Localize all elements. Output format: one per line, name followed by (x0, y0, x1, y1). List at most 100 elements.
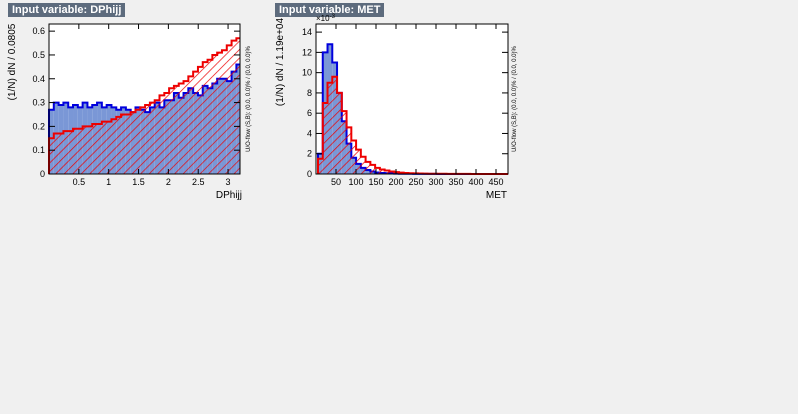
xtick-label-0-4: 2.5 (192, 177, 205, 187)
xtick-label-1-7: 400 (468, 177, 483, 187)
ytick-label-1-6: 12 (302, 47, 312, 57)
background-outline-0 (48, 37, 240, 174)
background-bin-0-14 (116, 116, 122, 174)
background-bin-0-1 (53, 133, 59, 174)
background-bin-0-4 (68, 131, 74, 174)
ytick-label-1-0: 0 (307, 169, 312, 179)
xtick-label-1-2: 150 (368, 177, 383, 187)
background-bin-0-34 (212, 54, 218, 175)
background-bin-1-0 (318, 158, 323, 174)
background-bin-1-6 (346, 127, 352, 174)
background-bin-0-3 (63, 131, 69, 174)
background-bin-1-4 (337, 92, 342, 174)
background-bin-1-9 (360, 156, 366, 174)
background-bin-0-16 (125, 114, 131, 174)
xtick-label-1-8: 450 (488, 177, 503, 187)
background-bin-0-27 (178, 83, 184, 174)
xtick-label-1-3: 200 (388, 177, 403, 187)
panel-title-met: Input variable: MET (275, 3, 385, 17)
axes-dphijj: 0.5 1 1.5 2 2.5 3 0 0.1 0.2 0.3 0.4 0.5 0.6 (32, 23, 241, 187)
panel-title-dphijj: Input variable: DPhijj (8, 3, 126, 17)
ytick-label-1-7: 14 (302, 27, 312, 37)
axes-met: 50 100 150 200 250 300 350 400 450 0 2 4 6 8 10 12 14 (302, 23, 509, 187)
background-bin-0-31 (197, 66, 203, 174)
ytick-label-0-1: 0.1 (32, 145, 45, 155)
background-bin-0-13 (111, 119, 117, 174)
background-bin-0-7 (82, 126, 88, 174)
xtick-label-0-0: 0.5 (73, 177, 86, 187)
background-bin-0-21 (149, 102, 155, 174)
xtick-label-0-1: 1 (106, 177, 111, 187)
xtick-label-0-3: 2 (166, 177, 171, 187)
background-bin-1-1 (322, 103, 328, 174)
background-bin-1-10 (365, 161, 371, 174)
background-bin-1-3 (332, 76, 338, 174)
xtick-label-1-6: 350 (448, 177, 463, 187)
background-bin-1-12 (375, 167, 380, 174)
frame-0 (48, 23, 241, 175)
ytick-label-1-3: 6 (307, 108, 312, 118)
background-bin-0-38 (231, 40, 237, 174)
background-bin-0-26 (173, 85, 179, 174)
background-bin-1-2 (327, 82, 333, 174)
background-bin-0-29 (188, 76, 194, 174)
ylabel-dphijj: (1/N) dN / 0.0805 (7, 23, 18, 100)
background-bin-0-15 (121, 114, 126, 174)
background-bin-0-19 (140, 107, 146, 174)
background-bin-0-25 (169, 88, 174, 174)
background-bin-0-39 (236, 38, 240, 174)
background-bin-0-2 (58, 133, 64, 174)
background-bin-0-8 (87, 126, 93, 174)
background-bin-0-35 (217, 52, 222, 174)
background-bin-1-11 (370, 164, 376, 174)
background-bin-0-11 (101, 121, 107, 174)
ytick-label-0-3: 0.3 (32, 98, 45, 108)
background-bin-1-7 (351, 140, 357, 174)
background-bin-0-36 (221, 50, 227, 174)
xtick-label-1-0: 50 (331, 177, 341, 187)
background-bin-1-5 (341, 111, 347, 174)
exponent-base: ×10 (316, 14, 330, 23)
background-bin-0-5 (73, 128, 78, 174)
ytick-label-1-2: 4 (307, 128, 312, 138)
ytick-label-0-6: 0.6 (32, 26, 45, 36)
overflow-label-dphijj: U/O-flow (S,B): (0.0, 0.0)% / (0.0, 0.0)… (246, 45, 252, 151)
background-bin-0-24 (164, 93, 170, 174)
background-bin-0-9 (92, 124, 98, 174)
exponent-power: -3 (330, 14, 336, 20)
background-bin-0-10 (97, 124, 102, 174)
xtick-label-0-5: 3 (226, 177, 231, 187)
background-bin-0-17 (130, 112, 136, 174)
background-bin-0-6 (77, 128, 83, 174)
background-bin-0-23 (159, 95, 165, 174)
background-bin-0-22 (154, 100, 160, 174)
frame-1 (315, 23, 509, 175)
xtick-label-1-1: 100 (348, 177, 363, 187)
xtick-label-1-4: 250 (408, 177, 423, 187)
xlabel-met: MET (486, 190, 507, 201)
background-bin-1-13 (379, 169, 385, 174)
ytick-label-1-4: 8 (307, 88, 312, 98)
background-bin-0-28 (183, 81, 189, 174)
background-bin-1-15 (389, 171, 395, 174)
ytick-label-0-2: 0.2 (32, 121, 45, 131)
background-bin-1-8 (356, 149, 361, 174)
overflow-label-met: U/O-flow (S,B): (0.0, 0.0)% / (0.0, 0.0)… (512, 45, 518, 151)
background-bin-0-37 (226, 45, 232, 175)
background-bin-0-30 (193, 71, 198, 174)
background-bin-0-0 (49, 138, 54, 174)
ylabel-met: (1/N) dN / 1.19e+04 (275, 18, 286, 107)
ytick-label-0-0: 0 (40, 169, 45, 179)
ytick-label-0-4: 0.4 (32, 74, 45, 84)
ytick-label-1-1: 2 (307, 149, 312, 159)
ytick-label-1-5: 10 (302, 68, 312, 78)
background-bin-0-18 (135, 109, 141, 174)
background-bin-0-33 (207, 59, 213, 174)
exponent-label-met: ×10-3 (316, 14, 336, 23)
background-bin-0-32 (202, 62, 208, 174)
ytick-label-0-5: 0.5 (32, 50, 45, 60)
background-bin-0-20 (145, 104, 150, 174)
xtick-label-1-5: 300 (428, 177, 443, 187)
background-bin-1-14 (384, 170, 390, 174)
